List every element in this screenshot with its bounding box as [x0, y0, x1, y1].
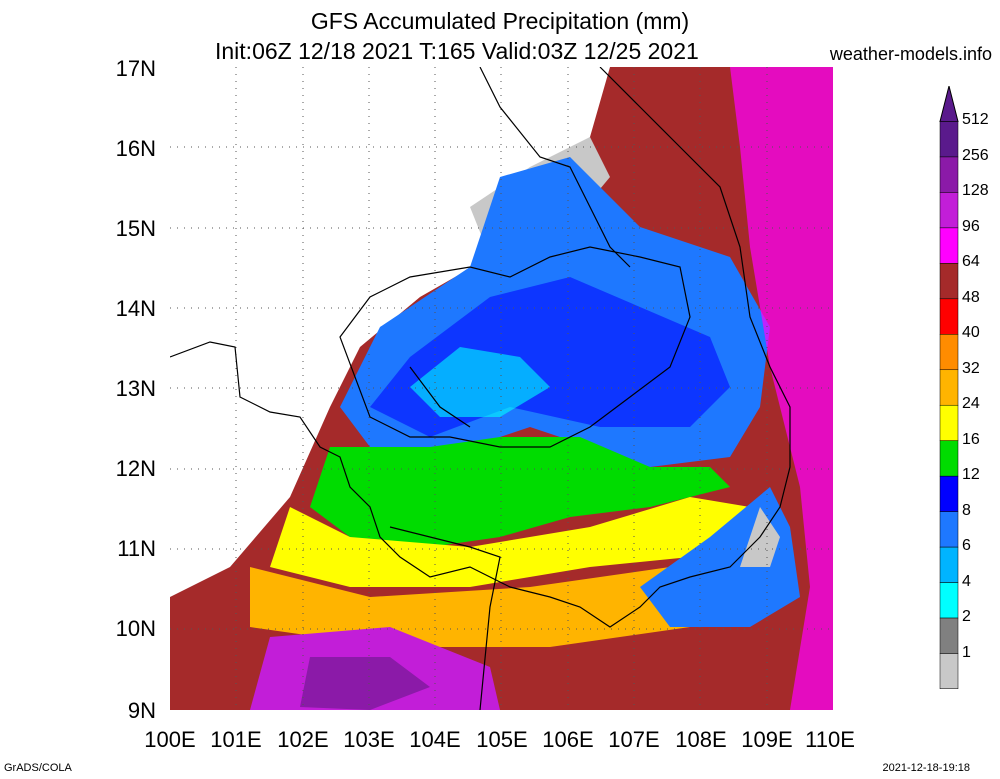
colorbar-swatch — [939, 653, 959, 689]
colorbar-label: 2 — [962, 608, 971, 626]
colorbar-swatch — [939, 369, 959, 406]
precip-map: ✕ 405 — [170, 67, 833, 710]
colorbar-swatch — [939, 404, 959, 441]
colorbar-swatch — [939, 121, 959, 158]
colorbar-label: 512 — [962, 111, 989, 129]
site-label: weather-models.info — [829, 44, 992, 64]
colorbar-swatch — [939, 263, 959, 300]
colorbar-label: 48 — [962, 288, 980, 306]
colorbar-swatch — [939, 440, 959, 477]
chart-subtitle: Init:06Z 12/18 2021 T:165 Valid:03Z 12/2… — [215, 38, 699, 64]
y-label-11n: 11N — [117, 536, 156, 561]
x-label-106e: 106E — [542, 727, 594, 752]
colorbar-swatch — [939, 475, 959, 512]
x-label-105e: 105E — [476, 727, 528, 752]
x-label-110e: 110E — [805, 727, 855, 752]
y-label-16n: 16N — [115, 136, 156, 161]
y-label-14n: 14N — [115, 296, 156, 321]
colorbar-label: 8 — [962, 501, 971, 519]
y-label-15n: 15N — [115, 216, 156, 241]
y-label-12n: 12N — [115, 456, 156, 481]
x-label-100e: 100E — [144, 727, 196, 752]
colorbar-swatch — [939, 546, 959, 583]
x-label-107e: 107E — [608, 727, 660, 752]
x-label-101e: 101E — [210, 727, 262, 752]
colorbar-label: 16 — [962, 430, 980, 448]
colorbar-label: 24 — [962, 395, 980, 413]
colorbar-swatch — [939, 227, 959, 264]
y-label-9n: 9N — [127, 698, 156, 723]
colorbar-top-arrow — [939, 86, 959, 122]
colorbar-swatch — [939, 582, 959, 619]
colorbar-label: 32 — [962, 359, 980, 377]
colorbar-label: 1 — [962, 643, 971, 661]
colorbar-swatch — [939, 617, 959, 654]
x-label-104e: 104E — [409, 727, 461, 752]
footer-source: GrADS/COLA — [4, 762, 72, 774]
colorbar-label: 12 — [962, 466, 980, 484]
colorbar-label: 40 — [962, 324, 980, 342]
colorbar-label: 64 — [962, 253, 980, 271]
chart-title: GFS Accumulated Precipitation (mm) — [310, 8, 690, 34]
x-label-102e: 102E — [277, 727, 329, 752]
colorbar-label: 256 — [962, 146, 989, 164]
colorbar-label: 128 — [962, 182, 989, 200]
colorbar-label: 96 — [962, 217, 980, 235]
colorbar-swatch — [939, 156, 959, 193]
x-label-103e: 103E — [343, 727, 395, 752]
y-label-10n: 10N — [115, 616, 156, 641]
colorbar-swatch — [939, 511, 959, 548]
colorbar-swatch — [939, 298, 959, 335]
x-label-109e: 109E — [741, 727, 793, 752]
footer-timestamp: 2021-12-18-19:18 — [882, 762, 970, 774]
y-label-13n: 13N — [115, 376, 156, 401]
colorbar-swatch — [939, 334, 959, 371]
colorbar-label: 4 — [962, 572, 971, 590]
precip-field — [170, 67, 833, 710]
colorbar-swatch — [939, 192, 959, 229]
x-label-108e: 108E — [675, 727, 727, 752]
colorbar — [939, 86, 959, 689]
colorbar-label: 6 — [962, 537, 971, 555]
y-label-17n: 17N — [115, 56, 156, 81]
